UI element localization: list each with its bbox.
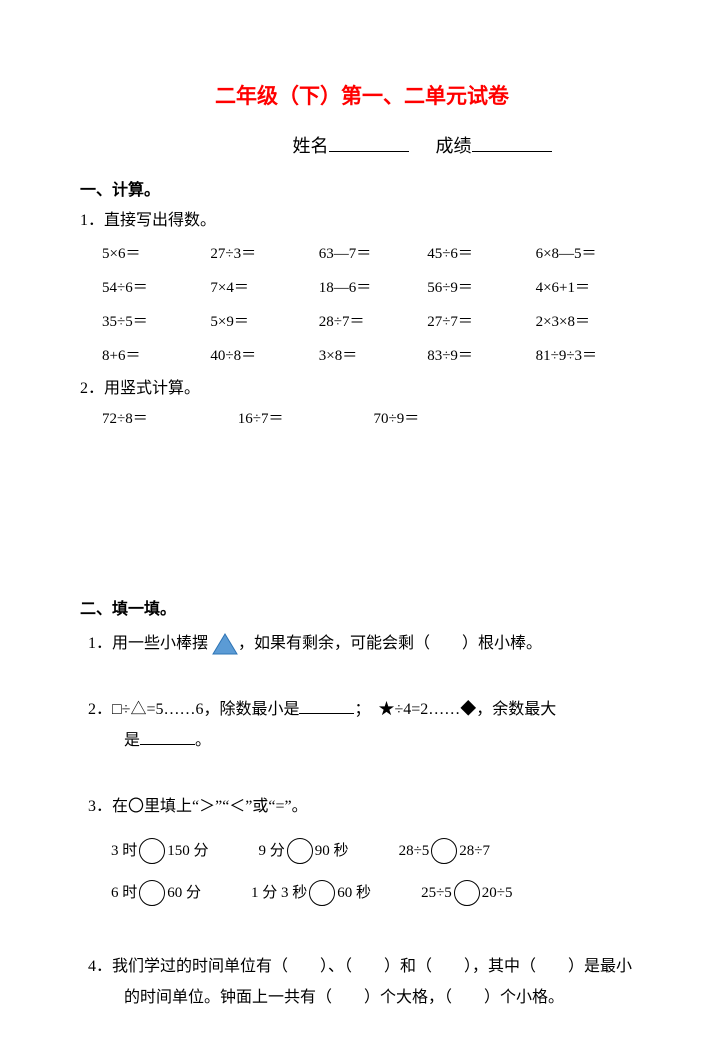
q4-line1: 4．我们学过的时间单位有（ ）、（ ）和（ ），其中（ ）是最小 <box>88 958 632 975</box>
score-blank[interactable] <box>472 133 552 152</box>
cmp-left: 25÷5 <box>421 881 452 905</box>
q2-text-a: 2．□÷△=5……6，除数最小是 <box>88 701 299 718</box>
calc-cell: 81÷9÷3＝ <box>536 344 644 368</box>
compare-row-1: 3 时 150 分 9 分 90 秒 28÷5 28÷7 <box>110 838 644 864</box>
page-title: 二年级（下）第一、二单元试卷 <box>80 80 644 114</box>
calc-cell: 45÷6＝ <box>427 242 535 266</box>
calc-cell: 4×6+1＝ <box>536 276 644 300</box>
triangle-shape <box>213 634 237 654</box>
circle-blank[interactable] <box>431 838 457 864</box>
vertical-item: 72÷8＝ <box>102 407 148 431</box>
calc-cell: 3×8＝ <box>319 344 427 368</box>
blank[interactable] <box>299 697 354 714</box>
calc-cell: 40÷8＝ <box>210 344 318 368</box>
fill-q3: 3．在〇里填上“＞”“＜”或“=”。 <box>88 792 644 822</box>
calc-cell: 83÷9＝ <box>427 344 535 368</box>
compare-item: 25÷5 20÷5 <box>420 880 513 906</box>
calc-cell: 5×9＝ <box>210 310 318 334</box>
compare-item: 9 分 90 秒 <box>258 838 350 864</box>
name-score-line: 姓名 成绩 <box>80 132 644 161</box>
calc-cell: 2×3×8＝ <box>536 310 644 334</box>
cmp-right: 60 秒 <box>337 881 371 905</box>
title-text: 二年级（下）第一、二单元试卷 <box>215 85 509 108</box>
q4-line2: 的时间单位。钟面上一共有（ ）个大格，（ ）个小格。 <box>88 989 564 1006</box>
cmp-right: 90 秒 <box>315 839 349 863</box>
score-label: 成绩 <box>436 136 472 156</box>
calc-grid: 5×6＝ 27÷3＝ 63—7＝ 45÷6＝ 6×8—5＝ 54÷6＝ 7×4＝… <box>102 242 644 368</box>
compare-row-2: 6 时 60 分 1 分 3 秒 60 秒 25÷5 20÷5 <box>110 880 644 906</box>
cmp-right: 60 分 <box>167 881 201 905</box>
calc-cell: 27÷3＝ <box>210 242 318 266</box>
q1-label: 1．直接写出得数。 <box>80 208 644 234</box>
calc-cell: 63—7＝ <box>319 242 427 266</box>
calc-cell: 54÷6＝ <box>102 276 210 300</box>
circle-blank[interactable] <box>309 880 335 906</box>
calc-cell: 27÷7＝ <box>427 310 535 334</box>
circle-blank[interactable] <box>139 838 165 864</box>
calc-cell: 28÷7＝ <box>319 310 427 334</box>
circle-blank[interactable] <box>287 838 313 864</box>
compare-item: 3 时 150 分 <box>110 838 210 864</box>
cmp-left: 28÷5 <box>399 839 430 863</box>
page: 二年级（下）第一、二单元试卷 姓名 成绩 一、计算。 1．直接写出得数。 5×6… <box>0 0 724 1059</box>
section-1-title: 一、计算。 <box>80 178 644 204</box>
vertical-calc-row: 72÷8＝ 16÷7＝ 70÷9＝ <box>102 407 644 431</box>
q2-text-d: 。 <box>195 732 211 749</box>
cmp-left: 3 时 <box>111 839 137 863</box>
fill-q1: 1．用一些小棒摆 ，如果有剩余，可能会剩（ ）根小棒。 <box>88 629 644 659</box>
compare-item: 28÷5 28÷7 <box>398 838 491 864</box>
vertical-item: 70÷9＝ <box>373 407 419 431</box>
fill-q2: 2．□÷△=5……6，除数最小是； ★÷4=2……◆，余数最大 是。 <box>88 695 644 756</box>
circle-blank[interactable] <box>454 880 480 906</box>
cmp-right: 150 分 <box>167 839 208 863</box>
q2-text-c: 是 <box>124 732 140 749</box>
q2-text-b: ； ★÷4=2……◆，余数最大 <box>354 701 556 718</box>
calc-cell: 8+6＝ <box>102 344 210 368</box>
q1-text-b: ，如果有剩余，可能会剩（ ）根小棒。 <box>238 635 542 652</box>
name-blank[interactable] <box>329 133 409 152</box>
circle-blank[interactable] <box>139 880 165 906</box>
calc-cell: 56÷9＝ <box>427 276 535 300</box>
blank[interactable] <box>140 728 195 745</box>
q2-line2: 是。 <box>88 732 211 749</box>
gap <box>80 665 644 689</box>
calc-cell: 7×4＝ <box>210 276 318 300</box>
cmp-left: 9 分 <box>259 839 285 863</box>
calc-cell: 5×6＝ <box>102 242 210 266</box>
q2-label: 2．用竖式计算。 <box>80 376 644 402</box>
workspace-gap <box>80 431 644 591</box>
cmp-right: 28÷7 <box>459 839 490 863</box>
triangle-icon <box>212 633 238 655</box>
cmp-left: 6 时 <box>111 881 137 905</box>
gap <box>80 762 644 786</box>
name-label: 姓名 <box>293 136 329 156</box>
compare-item: 6 时 60 分 <box>110 880 202 906</box>
calc-cell: 18—6＝ <box>319 276 427 300</box>
calc-cell: 35÷5＝ <box>102 310 210 334</box>
fill-q4: 4．我们学过的时间单位有（ ）、（ ）和（ ），其中（ ）是最小 的时间单位。钟… <box>88 952 644 1013</box>
section-2-title: 二、填一填。 <box>80 597 644 623</box>
compare-item: 1 分 3 秒 60 秒 <box>250 880 372 906</box>
vertical-item: 16÷7＝ <box>238 407 284 431</box>
q1-text-a: 1．用一些小棒摆 <box>88 635 212 652</box>
cmp-right: 20÷5 <box>482 881 513 905</box>
calc-cell: 6×8—5＝ <box>536 242 644 266</box>
gap <box>80 922 644 946</box>
cmp-left: 1 分 3 秒 <box>251 881 307 905</box>
